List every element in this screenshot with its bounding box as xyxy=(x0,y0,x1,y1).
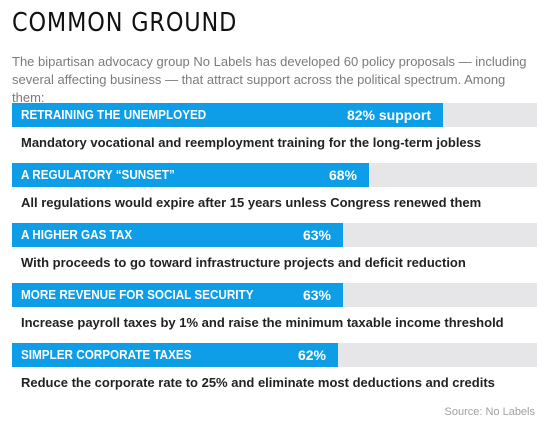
bar-value-label: 68% xyxy=(328,167,357,183)
bar-value-label: 63% xyxy=(302,227,331,243)
bar-description: Increase payroll taxes by 1% and raise t… xyxy=(21,315,504,330)
source-note: Source: No Labels xyxy=(444,406,536,418)
bar-category-label: SIMPLER CORPORATE TAXES xyxy=(21,347,192,362)
bar-description: All regulations would expire after 15 ye… xyxy=(21,195,482,210)
bar-track xyxy=(12,283,537,307)
bar-fill xyxy=(12,223,343,247)
bar-description: Reduce the corporate rate to 25% and eli… xyxy=(21,375,495,390)
bar-category-label: A REGULATORY “SUNSET” xyxy=(21,167,175,182)
bar-fill xyxy=(12,283,343,307)
bar-row: SIMPLER CORPORATE TAXES 62% Reduce the cor… xyxy=(12,343,537,403)
bar-description: With proceeds to go toward infrastructur… xyxy=(21,255,466,270)
bar-track xyxy=(12,223,537,247)
bar-category-label: A HIGHER GAS TAX xyxy=(21,227,133,242)
bar-description: Mandatory vocational and reemployment tr… xyxy=(21,135,482,150)
chart-title: COMMON GROUND xyxy=(12,8,238,38)
bar-row: MORE REVENUE FOR SOCIAL SECURITY 63% Incre… xyxy=(12,283,537,343)
bar-value-label: 63% xyxy=(302,287,331,303)
bar-value-label: 62% xyxy=(297,347,326,363)
bar-track xyxy=(12,343,537,367)
bar-row: A REGULATORY “SUNSET” 68% All regulations … xyxy=(12,163,537,223)
bar-track xyxy=(12,163,537,187)
bar-fill xyxy=(12,103,443,127)
bar-category-label: MORE REVENUE FOR SOCIAL SECURITY xyxy=(21,287,254,302)
intro-text: The bipartisan advocacy group No Labels … xyxy=(12,54,527,105)
bar-row: RETRAINING THE UNEMPLOYED 82% support Mand… xyxy=(12,103,537,163)
bar-value-label: 82% support xyxy=(346,107,431,123)
bar-track xyxy=(12,103,537,127)
bar-fill xyxy=(12,343,338,367)
bar-row: A HIGHER GAS TAX 63% With proceeds to go t… xyxy=(12,223,537,283)
bar-category-label: RETRAINING THE UNEMPLOYED xyxy=(21,107,207,122)
bar-fill xyxy=(12,163,369,187)
